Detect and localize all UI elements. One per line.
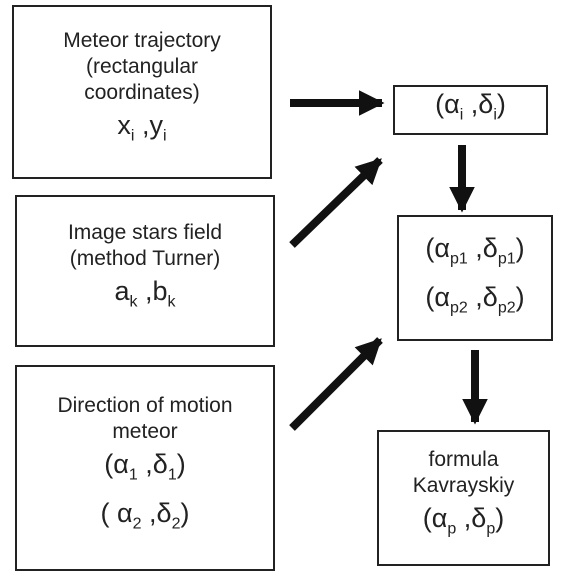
symbol: ) [495,503,505,534]
formula: xi ,yi [117,106,166,155]
subscript: p1 [449,250,468,267]
symbol: ,δ [456,503,487,534]
box-text: formula [428,448,499,472]
box-text: (rectangular [85,55,199,79]
arrow [289,157,383,248]
symbol: ,δ [467,232,498,263]
subscript: i [459,106,464,124]
box-text: Image stars field [67,221,223,245]
symbol: ,y [134,110,163,141]
subscript: i [130,127,135,145]
symbol: ) [515,282,525,312]
box: Image stars field (method Turner) ak ,bk [15,195,275,347]
symbol: ( α [100,498,133,528]
box: Direction of motion meteor (α1 ,δ1)( α2 ,δ… [15,365,275,571]
box-text: Kavrayskiy [412,474,515,498]
box: (αi ,δi) [393,85,548,135]
formula: (αp2 ,δp2) [425,278,524,327]
subscript: 2 [132,515,142,533]
symbol: x [117,110,131,141]
arrow [289,337,383,431]
symbol: ) [496,89,506,120]
box-text: (method Turner) [69,247,221,271]
formula: (α1 ,δ1) [104,445,185,494]
formula: (αp1 ,δp1) [425,229,524,278]
formula: ak ,bk [114,272,175,321]
subscript: p2 [497,299,516,317]
symbol: ) [180,498,190,528]
formula: ( α2 ,δ2) [101,494,190,543]
formula: (αp ,δp) [423,499,504,548]
formula: (αi ,δi) [435,85,506,134]
symbol: (α [422,503,448,534]
box-text: Direction of motion [57,393,233,417]
symbol: a [114,276,130,307]
box-text: coordinates) [84,81,200,105]
symbol: ,δ [467,282,498,312]
box: formula Kavrayskiy (αp ,δp) [377,430,550,566]
box-text: meteor [112,419,178,443]
box: Meteor trajectory (rectangular coordinates… [12,5,272,179]
subscript: p2 [449,299,468,317]
symbol: ) [176,448,186,479]
subscript: 1 [167,466,177,483]
symbol: (α [425,282,450,312]
symbol: (α [435,89,460,120]
symbol: ) [515,232,525,263]
symbol: (α [104,448,129,479]
symbol: ,b [137,276,168,307]
subscript: p [486,520,496,538]
subscript: 2 [171,515,181,533]
box-text: Meteor trajectory [63,29,221,53]
box: (αp1 ,δp1) (αp2 ,δp2) [397,215,553,341]
symbol: ,δ [137,448,168,479]
subscript: 1 [128,466,138,483]
subscript: p1 [497,250,516,267]
subscript: p [447,520,457,538]
subscript: i [163,127,167,145]
symbol: (α [425,232,450,263]
subscript: i [493,106,497,124]
symbol: ,δ [141,498,172,528]
symbol: ,δ [463,89,494,120]
subscript: k [167,293,176,311]
subscript: k [129,293,138,311]
